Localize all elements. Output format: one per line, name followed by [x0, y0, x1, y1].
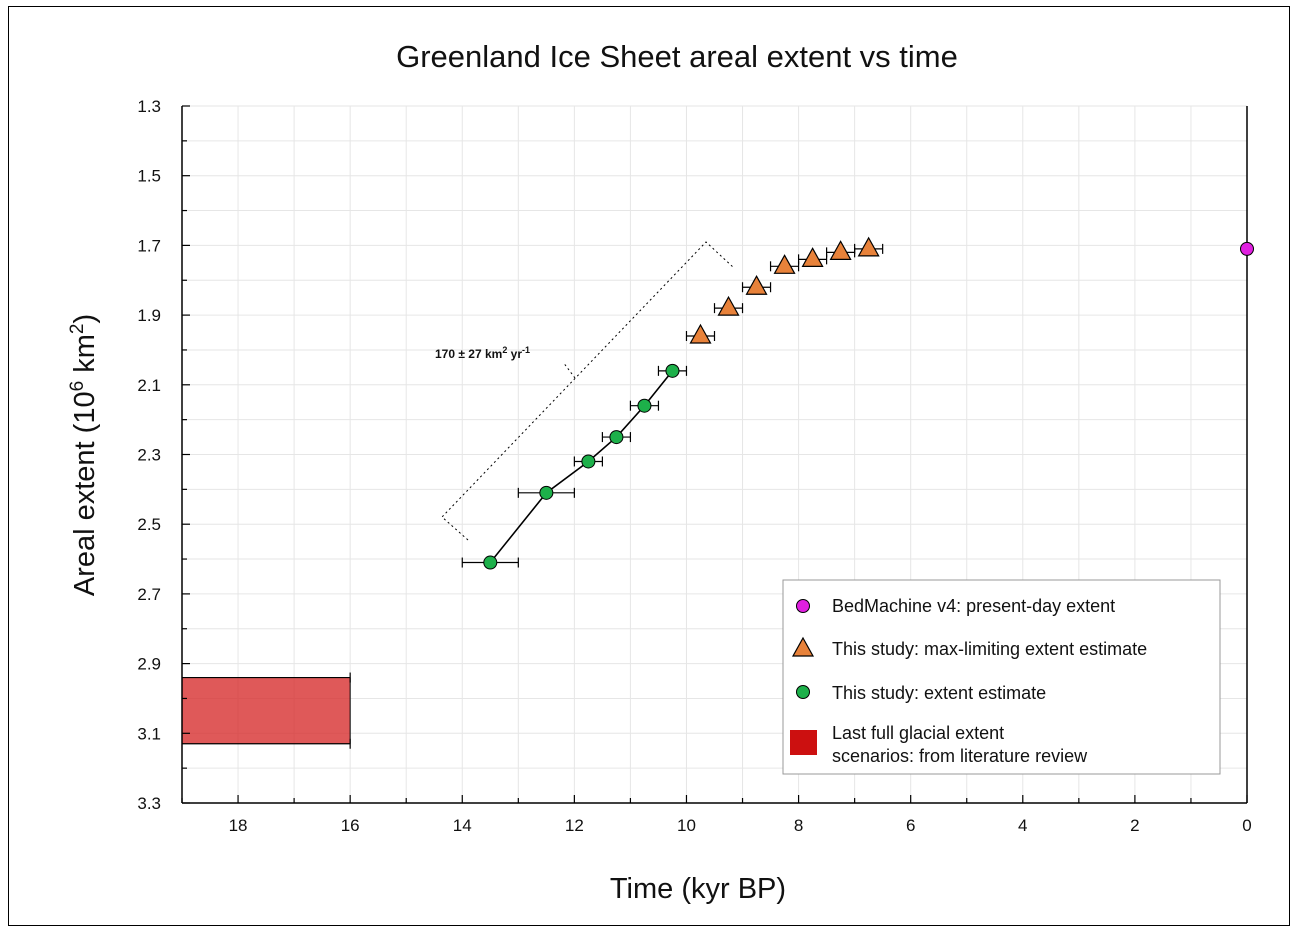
legend-marker-bedmachine: [796, 599, 810, 613]
y-tick-label: 2.9: [137, 655, 161, 674]
data-layer: [461, 236, 1254, 570]
rate-annotation-text: 170 ± 27 km2 yr-1: [435, 345, 530, 361]
y-tick-label: 2.1: [137, 376, 161, 395]
y-tick-label: 2.7: [137, 585, 161, 604]
legend: BedMachine v4: present-day extent This s…: [782, 579, 1221, 775]
y-tick-label: 2.3: [137, 446, 161, 465]
chart-title: Greenland Ice Sheet areal extent vs time: [396, 39, 958, 74]
legend-label-glacial-line1: Last full glacial extent: [832, 723, 1004, 743]
x-tick-label: 16: [341, 816, 360, 835]
legend-marker-extent-estimate: [796, 685, 810, 699]
extent-estimate-point: [637, 398, 652, 413]
max-limiting-point: [801, 247, 824, 267]
x-axis-label: Time (kyr BP): [610, 873, 786, 905]
figure-frame: Greenland Ice Sheet areal extent vs time…: [8, 6, 1290, 926]
y-tick-label: 1.7: [137, 236, 161, 255]
x-tick-label: 8: [794, 816, 803, 835]
extent-estimate-point: [609, 430, 624, 445]
extent-estimate-point: [539, 485, 554, 500]
x-tick-label: 12: [565, 816, 584, 835]
x-tick-label: 2: [1130, 816, 1139, 835]
x-tick-label: 14: [453, 816, 472, 835]
y-label-part: ): [69, 314, 101, 324]
x-tick-label: 0: [1242, 816, 1251, 835]
max-limiting-point: [857, 236, 880, 257]
glacial-extent-rect: [182, 677, 351, 744]
extent-estimate-line: [489, 370, 674, 564]
axes: 18 16 14 12 10 8 6 4 2 0 1.3 1.5 1.7 1.9 2.1 2.3 2.5 2.7 2…: [137, 97, 1251, 835]
extent-estimate-point: [581, 454, 596, 469]
y-tick-label: 1.5: [137, 167, 161, 186]
rate-annotation: 170 ± 27 km2 yr-1: [435, 241, 735, 541]
y-tick-label: 1.3: [137, 97, 161, 116]
legend-marker-glacial: [790, 730, 817, 755]
max-limiting-point: [773, 254, 796, 274]
x-tick-label: 18: [229, 816, 248, 835]
rate-leader-line: [562, 361, 576, 379]
x-tick-label: 6: [906, 816, 915, 835]
chart-svg: Greenland Ice Sheet areal extent vs time…: [67, 39, 1254, 905]
y-label-superscript: 6: [67, 381, 88, 392]
legend-label-extent-estimate: This study: extent estimate: [832, 683, 1046, 703]
max-limiting-point: [829, 240, 852, 260]
max-limiting-point: [717, 295, 740, 316]
legend-marker-max-limiting: [791, 636, 815, 657]
glacial-extent-layer: [182, 672, 351, 749]
y-tick-label: 2.5: [137, 515, 161, 534]
legend-label-glacial-line2: scenarios: from literature review: [832, 746, 1088, 766]
max-limiting-point: [745, 274, 768, 295]
extent-estimate-point: [483, 555, 498, 570]
legend-label-max-limiting: This study: max-limiting extent estimate: [832, 639, 1147, 659]
y-label-part: km: [69, 334, 101, 381]
extent-estimate-point: [665, 363, 680, 378]
bedmachine-point: [1240, 241, 1254, 256]
y-label-part: Areal extent (10: [69, 391, 101, 596]
y-tick-label: 3.1: [137, 724, 161, 743]
y-label-superscript: 2: [67, 324, 88, 335]
x-tick-label: 4: [1018, 816, 1027, 835]
x-tick-label: 10: [677, 816, 696, 835]
max-limiting-point: [689, 323, 712, 344]
y-tick-label: 1.9: [137, 306, 161, 325]
legend-label-bedmachine: BedMachine v4: present-day extent: [832, 596, 1115, 616]
y-axis-label: Areal extent (106 km2): [67, 314, 101, 596]
legend-box: [782, 579, 1221, 775]
rate-bracket: [441, 241, 735, 541]
y-tick-label: 3.3: [137, 794, 161, 813]
